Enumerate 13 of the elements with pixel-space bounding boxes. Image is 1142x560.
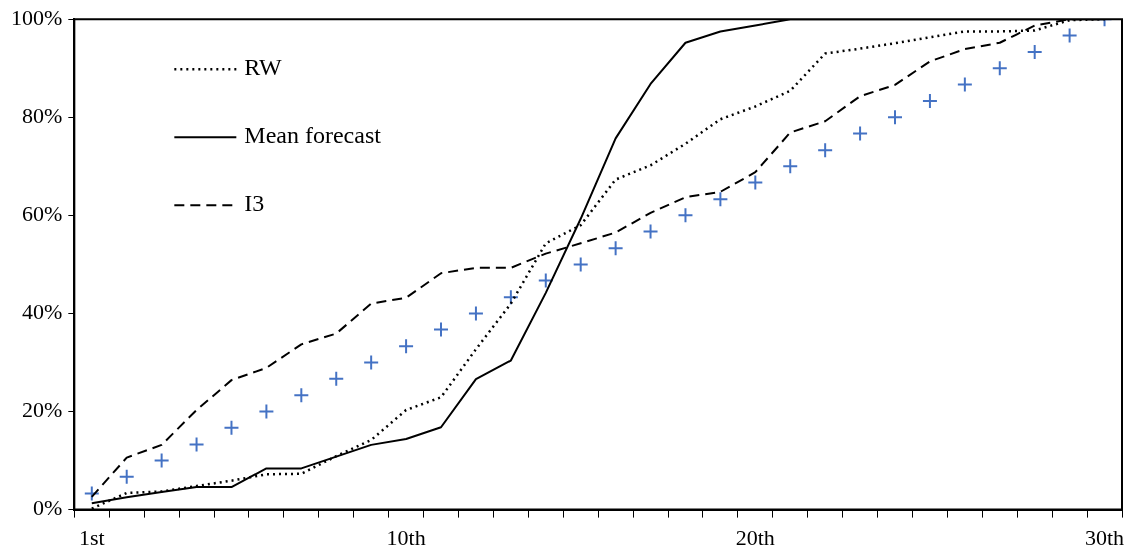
y-tick-label: 40% bbox=[22, 299, 63, 325]
x-tick-label: 10th bbox=[386, 524, 426, 550]
legend-label: RW bbox=[244, 54, 283, 81]
x-tick-label: 20th bbox=[735, 524, 775, 550]
legend-label: I3 bbox=[244, 190, 265, 217]
y-tick-label: 80% bbox=[22, 103, 63, 129]
x-tick-label: 30th bbox=[1084, 524, 1125, 550]
legend-label: Mean forecast bbox=[244, 122, 382, 149]
y-tick-label: 0% bbox=[33, 495, 63, 521]
y-tick-label: 100% bbox=[11, 4, 63, 30]
y-tick-label: 20% bbox=[22, 397, 63, 423]
x-tick-label: 1st bbox=[78, 524, 105, 550]
y-tick-label: 60% bbox=[22, 201, 63, 227]
